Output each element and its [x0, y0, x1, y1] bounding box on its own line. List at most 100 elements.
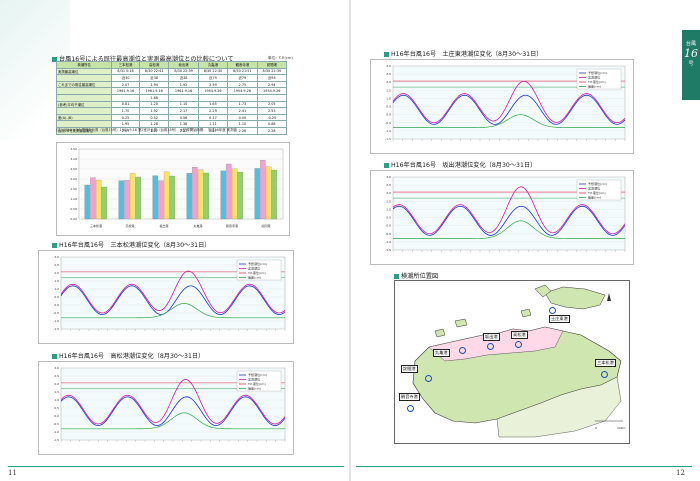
section-marker-icon [384, 162, 389, 168]
y-tick-label: -1.0 [385, 129, 391, 133]
table-unit: 単位：T.P.(cm) [268, 56, 293, 60]
shodoshima-island [544, 286, 606, 310]
bar [203, 172, 209, 220]
table-cell: 2.41 [227, 107, 258, 115]
marker-kanonji [407, 405, 414, 412]
y-tick-label: 0.5 [54, 295, 59, 299]
table-row: 1.88 [55, 93, 288, 102]
table-cell [55, 93, 113, 102]
tab-line-3: 号 [688, 61, 694, 67]
table-note: (注) 1954.9.26 洞爺丸台風（台風15号）1961.9.16 第2室戸… [56, 128, 237, 132]
y-tick-label: -1.0 [53, 319, 59, 323]
table-section-title: 台風16号による既往最高潮位と実測最高潮位との比較について [52, 54, 234, 63]
y-tick-label: -1.5 [53, 438, 59, 442]
table-row: (参考)平均干潮位 0.81 1.20 1.10 1.65 1.73 2.05 [55, 100, 288, 109]
legend-box [236, 370, 282, 392]
tab-line-2: 16 [684, 47, 698, 60]
legend-label: 予想潮位(cm) [248, 372, 267, 377]
label-takamatsu: 高松港 [511, 331, 528, 339]
table-header-cell: 丸亀港 [197, 61, 229, 69]
bar-chart: 3.50 3.00 2.50 2.00 1.50 1.00 0.50 0.00 三本松港 高松港 坂… [56, 142, 290, 236]
table-cell: 1954.9.26 [227, 87, 258, 95]
legend-label: 予想潮位(cm) [588, 181, 607, 186]
marker-marugame [459, 347, 466, 354]
y-tick-label: 2.00 [70, 177, 77, 181]
table-header-cell: 検潮所名 [55, 61, 113, 69]
bar [158, 180, 164, 220]
label-marugame: 丸亀港 [433, 349, 450, 357]
chart2-title-text: H16年台風16号 高松港潮位変化（8月30〜31日） [59, 353, 205, 360]
table-cell: 近94 [256, 74, 288, 82]
table-cell: 1.92 [168, 80, 199, 89]
table-cell [111, 93, 140, 102]
table-cell [256, 93, 288, 102]
x-tick-label: 坂出港 [159, 223, 168, 228]
table-cell: 0.17 [197, 113, 229, 122]
y-tick-label: 1.5 [386, 88, 391, 92]
table-cell: これまでの既往最高潮位 [55, 80, 113, 89]
y-tick-label: 0.0 [54, 414, 59, 418]
right-page-number: 12 [676, 469, 685, 477]
deviation-line [393, 114, 625, 128]
table-cell: 1954.9.26 [256, 87, 288, 95]
y-tick-label: 0.5 [386, 216, 391, 220]
chart4-sakaide: 3.0 2.5 2.0 1.5 1.0 0.5 0.0 -0.5 -1.0 -1.5 予想潮位(cm… [370, 170, 634, 265]
y-tick-label: 0.00 [70, 217, 77, 221]
table-row: 1961.9.16 1961.9.16 1961.9.16 1954.9.26 1954… [55, 87, 288, 95]
table-cell [55, 107, 113, 115]
bar [129, 173, 136, 220]
bar-chart-svg: 3.50 3.00 2.50 2.00 1.50 1.00 0.50 0.00 三本松港 高松港 坂… [70, 147, 284, 228]
y-tick-label: 3.00 [70, 157, 77, 161]
table-cell: 1961.9.16 [168, 87, 199, 95]
deviation-line [61, 412, 285, 430]
bar [186, 173, 192, 220]
table-cell: 1961.9.16 [111, 87, 140, 95]
y-tick-label: 1.50 [70, 187, 77, 191]
y-tick-label: -1.0 [53, 430, 59, 434]
section-marker-icon [384, 51, 389, 57]
table-row: 1.70 1.92 2.17 2.29 2.41 2.53 [55, 107, 288, 115]
label-tonosho: 土庄東港 [549, 315, 570, 323]
bar [220, 170, 226, 220]
table-cell: 1954.9.26 [197, 87, 229, 95]
y-tick-label: 1.0 [54, 287, 59, 291]
y-tick-label: 2.0 [386, 191, 391, 195]
section-marker-icon [394, 273, 399, 279]
svg-text:0: 0 [595, 426, 597, 430]
y-tick-label: 1.5 [54, 279, 59, 283]
table-cell: 0.25 [111, 113, 140, 122]
table-cell: 近38 [138, 74, 170, 82]
table-cell: 2.29 [197, 107, 229, 115]
table-cell: 2.94 [256, 80, 288, 89]
bar [124, 180, 130, 220]
table-row: 差(A)-(B) 0.25 0.52 0.56 0.17 0.00 -0.25 [55, 113, 288, 122]
measured-tide-line [392, 80, 626, 124]
table-row: 台風16号実測最高潮位 2.07 2.27 2.27 2.27 2.28 2.28 [55, 126, 288, 135]
y-tick-label: -0.5 [385, 232, 391, 236]
left-page-number: 11 [8, 469, 17, 477]
y-tick-label: 1.5 [386, 199, 391, 203]
y-tick-label: -1.5 [53, 327, 59, 331]
y-tick-label: 1.0 [386, 207, 391, 211]
marker-tonosho [549, 307, 556, 314]
label-kanonji: 観音寺港 [399, 393, 420, 401]
legend-label: 偏差(cm) [588, 195, 601, 200]
bar [271, 169, 277, 220]
table-cell: 8/30 22:43 [138, 67, 170, 76]
table-cell: 2.75 [227, 80, 258, 89]
bar [260, 160, 266, 220]
table-cell: 1.70 [111, 107, 140, 115]
x-tick-label: 丸亀港 [193, 223, 202, 228]
table-cell [197, 93, 229, 102]
legend-label: 予想潮位(cm) [248, 261, 267, 266]
y-tick-label: 2.0 [54, 271, 59, 275]
y-tick-label: 2.5 [54, 263, 59, 267]
svg-text:10km: 10km [617, 426, 626, 430]
section-marker-icon [52, 242, 57, 248]
table-cell: 差(A)-(B) [55, 113, 113, 122]
y-tick-label: 2.5 [386, 72, 391, 76]
y-tick-label: 1.0 [386, 96, 391, 100]
tab-line-1: 台風 [685, 41, 696, 47]
table-header-cell: 高松港 [138, 61, 170, 69]
chart4-svg: 3.0 2.5 2.0 1.5 1.0 0.5 0.0 -0.5 -1.0 -1.5 予想潮位(cm… [385, 175, 626, 252]
